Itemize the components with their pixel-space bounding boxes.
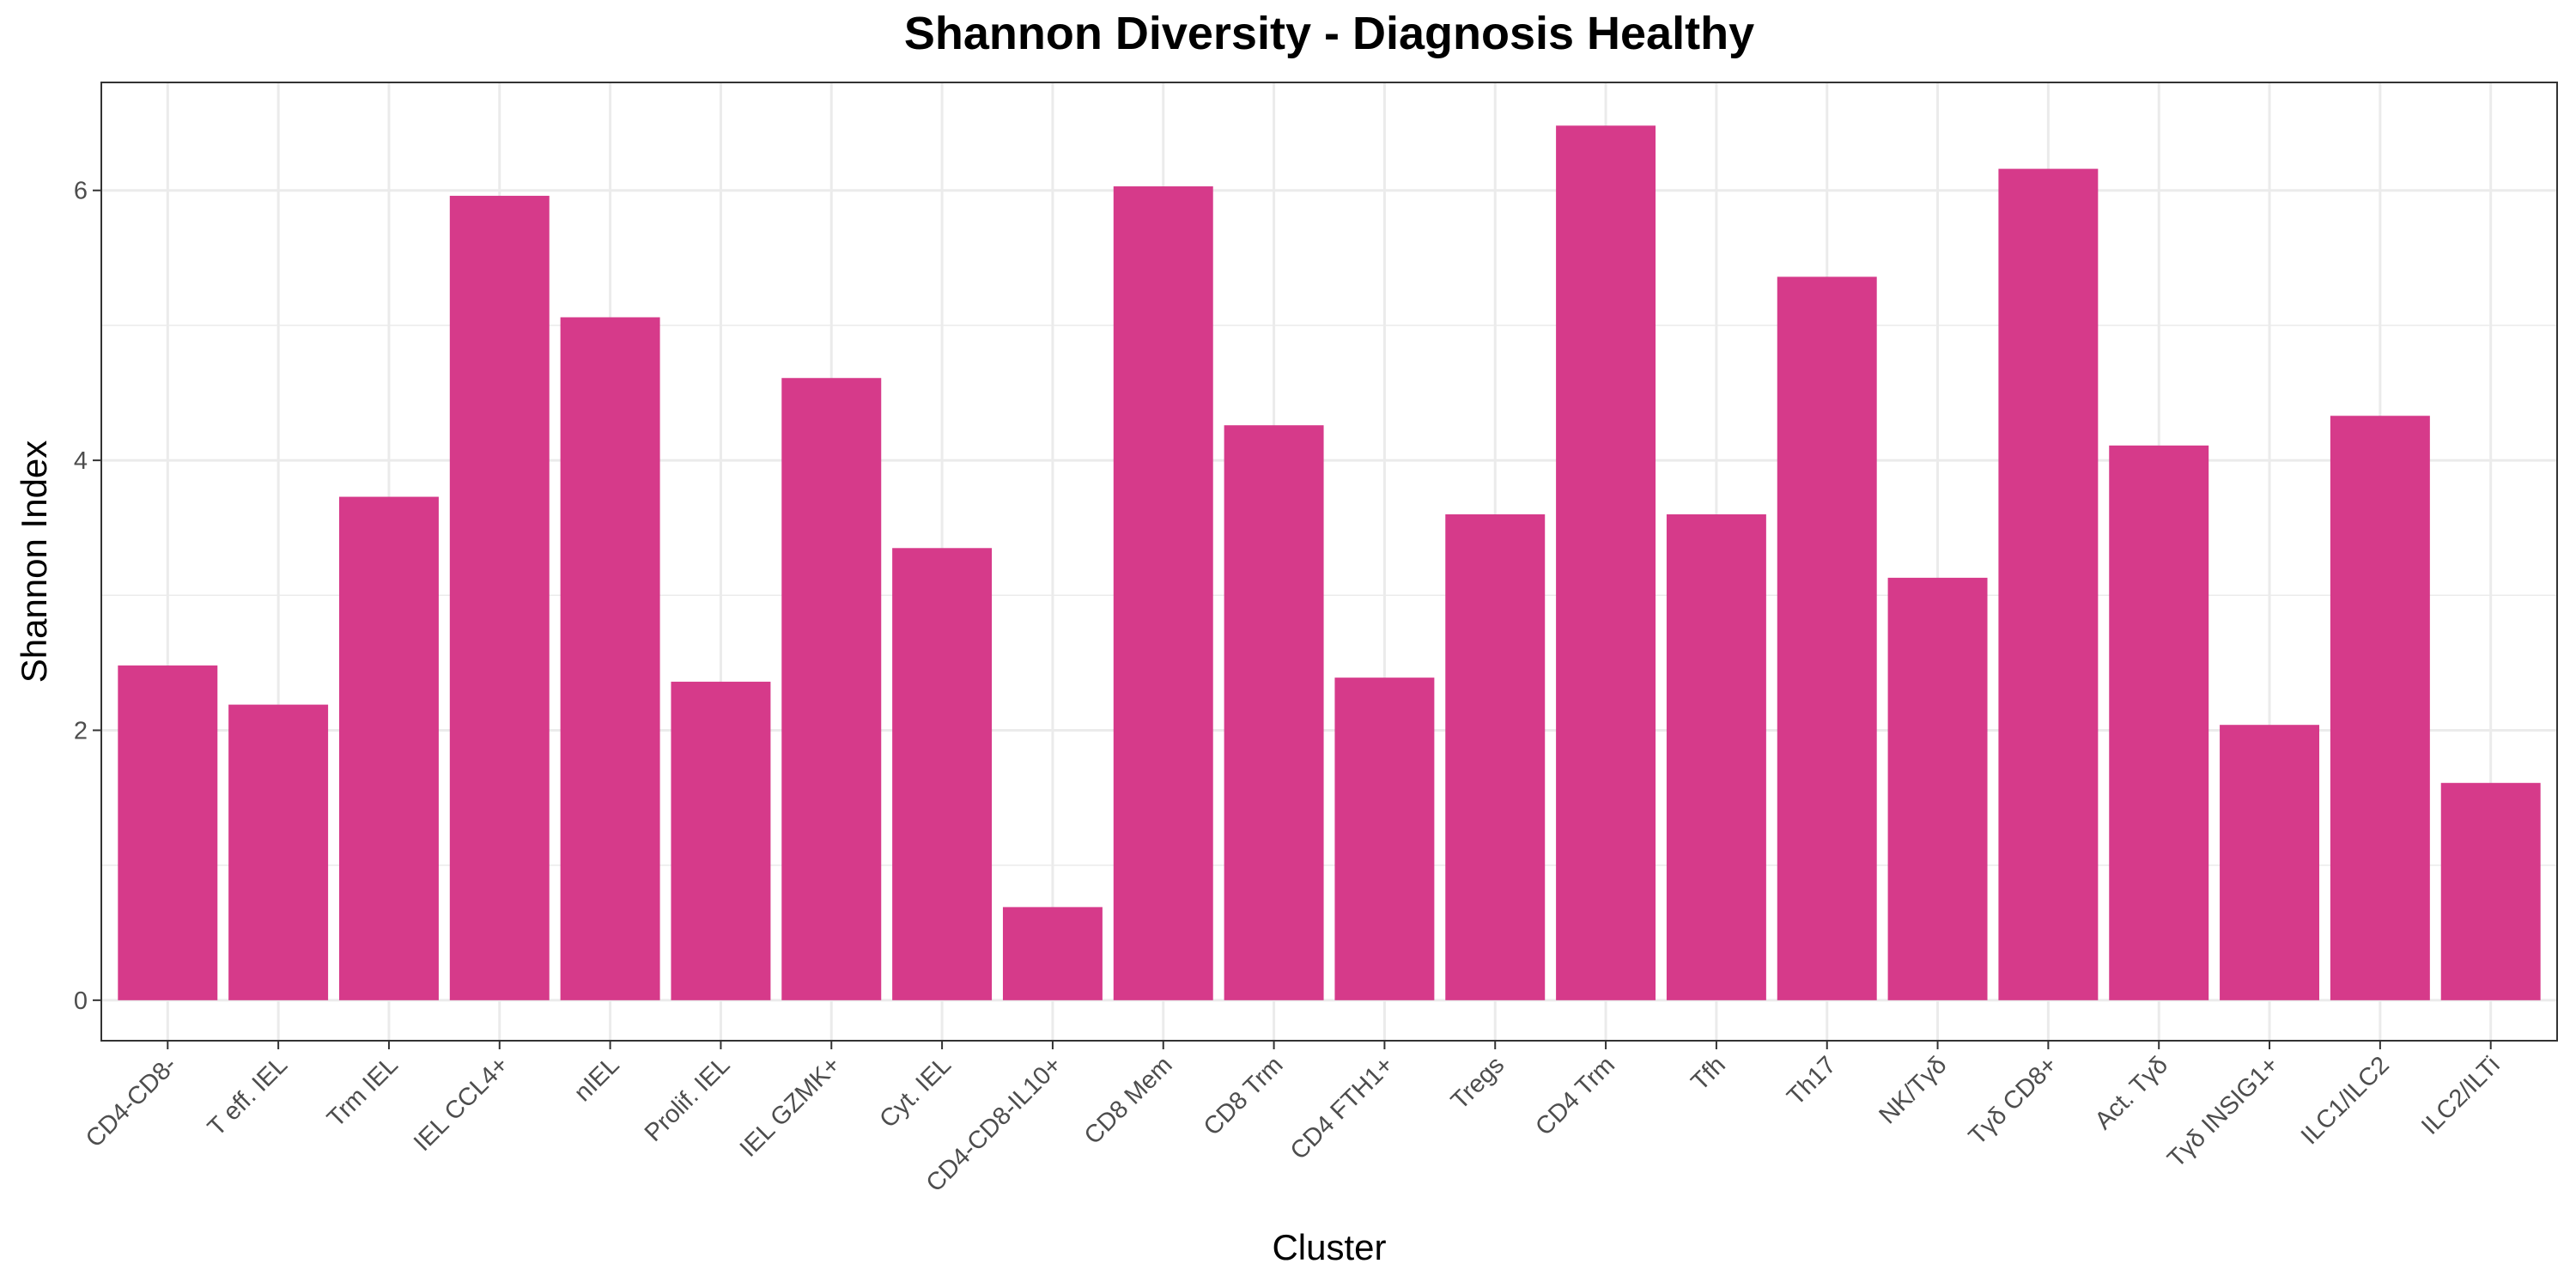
bars <box>118 125 2541 1000</box>
x-tick-label: Tγδ INSIG1+ <box>2162 1051 2284 1173</box>
bar <box>1777 276 1877 1000</box>
x-tick-label: Tfh <box>1686 1051 1731 1096</box>
bar <box>2109 445 2209 1000</box>
bar <box>1998 168 2099 1000</box>
x-tick-label: ILC2/ILTi <box>2416 1051 2506 1140</box>
bar <box>1113 186 1213 1000</box>
bar <box>2220 725 2320 1000</box>
bar <box>892 548 993 1000</box>
bar <box>1334 677 1435 1000</box>
y-axis: 0 2 4 6 <box>74 178 101 1015</box>
x-tick-label: IEL GZMK+ <box>735 1051 847 1163</box>
bar <box>338 496 439 1000</box>
bar <box>449 196 550 1000</box>
plot-panel-border <box>100 82 2558 1042</box>
y-tick-label: 2 <box>74 717 88 744</box>
x-axis-title: Cluster <box>1272 1227 1386 1267</box>
x-tick-label: nIEL <box>569 1051 625 1107</box>
x-tick-label: CD8 Trm <box>1199 1051 1289 1141</box>
bar <box>1002 907 1103 1000</box>
bar <box>1224 425 1324 1000</box>
bar <box>1556 125 1656 1000</box>
x-tick-label: ILC1/ILC2 <box>2296 1051 2395 1150</box>
x-tick-label: CD4 Trm <box>1530 1051 1620 1141</box>
x-tick-label: Tregs <box>1446 1051 1510 1115</box>
x-tick-label: Trm IEL <box>322 1051 404 1133</box>
y-axis-title: Shannon Index <box>14 440 54 683</box>
x-tick-label: CD4 FTH1+ <box>1285 1051 1400 1165</box>
bar <box>1666 513 1766 1000</box>
x-tick-label: Tγδ CD8+ <box>1964 1051 2063 1151</box>
y-tick-label: 6 <box>74 178 88 205</box>
bar <box>2440 782 2541 1000</box>
x-tick-label: IEL CCL4+ <box>409 1051 514 1157</box>
bar <box>228 704 329 1000</box>
x-tick-label: Act. Tγδ <box>2090 1051 2173 1134</box>
bar <box>1445 513 1546 1000</box>
x-tick-label: Cyt. IEL <box>874 1051 957 1133</box>
x-tick-label: CD8 Mem <box>1079 1051 1178 1150</box>
x-tick-label: Prolif. IEL <box>640 1051 736 1147</box>
x-axis: CD4-CD8- T eff. IEL Trm IEL IEL CCL4+ nIEL Pr… <box>81 1041 2506 1198</box>
x-tick-label: NK/Tγδ <box>1874 1051 1953 1129</box>
x-tick-label: T eff. IEL <box>203 1051 293 1141</box>
bar <box>1887 577 1988 1000</box>
x-tick-label: CD4-CD8- <box>81 1051 182 1152</box>
y-tick-label: 0 <box>74 987 88 1015</box>
bar <box>781 378 882 1000</box>
bar <box>560 317 660 1000</box>
chart-title: Shannon Diversity - Diagnosis Healthy <box>904 8 1754 59</box>
bar <box>671 681 771 1000</box>
bar <box>118 665 218 1000</box>
x-tick-label: Th17 <box>1782 1051 1841 1110</box>
bar <box>2330 416 2430 1000</box>
y-tick-label: 4 <box>74 447 88 475</box>
